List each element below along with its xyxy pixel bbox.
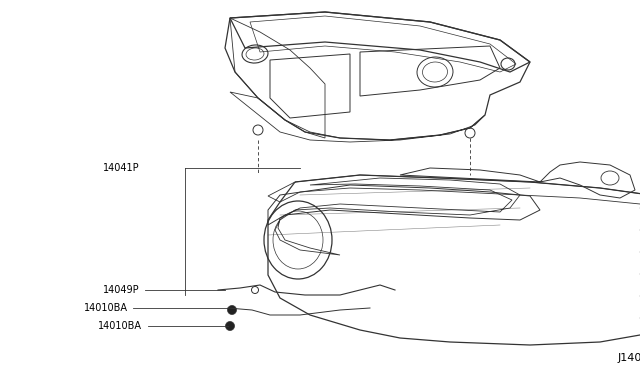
Text: 14049P: 14049P <box>104 285 140 295</box>
Text: J14003H6: J14003H6 <box>618 353 640 363</box>
Circle shape <box>225 321 234 330</box>
Text: 14010BA: 14010BA <box>84 303 128 313</box>
Circle shape <box>227 305 237 314</box>
Text: 14010BA: 14010BA <box>98 321 142 331</box>
Text: 14041P: 14041P <box>104 163 140 173</box>
